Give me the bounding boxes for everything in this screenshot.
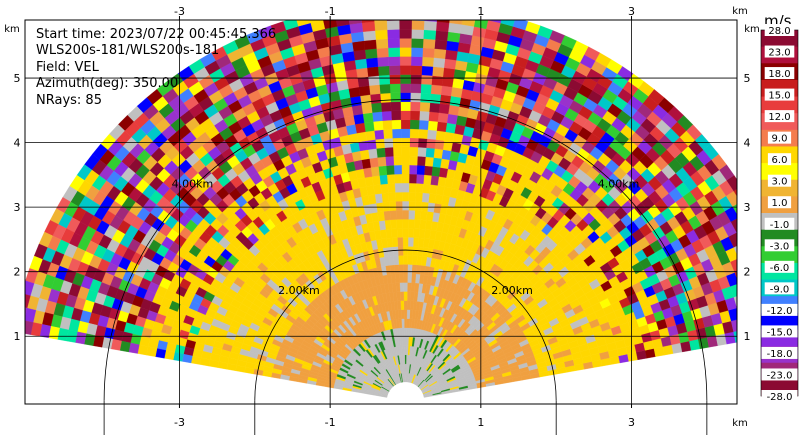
range-ring-label: 2.00km <box>278 284 320 297</box>
x-tick-label-bottom: -1 <box>325 416 336 429</box>
range-ring <box>254 249 557 401</box>
y-tick-label-left: 2 <box>14 266 21 279</box>
colorbar-tick-label: -9.0 <box>770 284 790 295</box>
colorbar-label-bg <box>764 217 795 230</box>
x-tick-label-bottom: 1 <box>477 416 484 429</box>
colorbar-swatch <box>761 96 798 114</box>
info-box: Start time: 2023/07/22 00:45:45.366 WLS2… <box>36 27 276 108</box>
colorbar-tick-label: -12.0 <box>767 306 793 317</box>
y-tick-label-right: 5 <box>744 72 751 85</box>
colorbar-tick-label: -15.0 <box>767 327 793 338</box>
colorbar: m/s 28.023.018.015.012.09.06.03.01.0-1.0… <box>760 12 799 403</box>
colorbar-label-bg <box>764 67 795 80</box>
colorbar-tick-label: 3.0 <box>772 177 788 188</box>
colorbar-tick-label: -28.0 <box>767 392 793 403</box>
info-line-nrays: NRays: 85 <box>36 93 102 108</box>
info-line-field: Field: VEL <box>36 60 100 75</box>
x-tick-label-top: 3 <box>628 5 635 18</box>
x-unit-label-top: km <box>732 6 748 17</box>
colorbar-label-bg <box>761 368 798 381</box>
plot-frame <box>24 19 738 405</box>
colorbar-label-bg <box>761 303 798 316</box>
colorbar-label-bg <box>767 131 792 144</box>
range-ring-label: 2.00km <box>491 284 533 297</box>
range-rings: 2.00km 2.00km 4.00km 4.00km <box>103 99 708 435</box>
y-tick-label-left: 4 <box>14 137 21 150</box>
x-tick-label-top: -1 <box>325 5 336 18</box>
y-tick-label-right: 4 <box>744 137 751 150</box>
colorbar-tick-label: -3.0 <box>770 241 790 252</box>
x-tick-label-top: -3 <box>174 5 185 18</box>
colorbar-tick-label: 1.0 <box>772 198 788 209</box>
y-unit-label-right: km <box>744 24 760 35</box>
colorbar-tick-label: 18.0 <box>768 69 790 80</box>
colorbar-label-bg <box>767 153 792 166</box>
y-tick-label-left: 3 <box>14 201 21 214</box>
colorbar-label-bg <box>767 174 792 187</box>
grid-lines <box>25 20 737 404</box>
y-tick-label-right: 3 <box>744 201 751 214</box>
range-ring-label: 4.00km <box>172 178 214 191</box>
axes: -3 -3 -1 -1 1 1 3 3 1 1 2 2 3 3 4 4 5 5 km km km km <box>4 5 760 429</box>
colorbar-tick-label: 6.0 <box>772 155 788 166</box>
x-tick-label-bottom: 3 <box>628 416 635 429</box>
colorbar-label-bg <box>767 196 792 209</box>
colorbar-tick-label: -23.0 <box>767 370 793 381</box>
info-line-start-time: Start time: 2023/07/22 00:45:45.366 <box>36 27 276 42</box>
sector-cells <box>25 20 737 398</box>
colorbar-label-bg <box>761 346 798 359</box>
y-tick-label-right: 1 <box>744 330 751 343</box>
colorbar-tick-label: 9.0 <box>772 134 788 145</box>
colorbar-tick-label: 23.0 <box>768 48 790 59</box>
colorbar-label-bg <box>764 24 795 36</box>
colorbar-label-bg <box>761 325 798 338</box>
colorbar-label-bg <box>761 390 798 402</box>
colorbar-tick-label: -6.0 <box>770 263 790 274</box>
range-ring-label: 4.00km <box>598 178 640 191</box>
x-tick-label-top: 1 <box>477 5 484 18</box>
y-tick-label-left: 5 <box>14 72 21 85</box>
colorbar-tick-label: -1.0 <box>770 220 790 231</box>
x-unit-label-bottom: km <box>732 418 748 429</box>
colorbar-label-bg <box>764 260 795 273</box>
colorbar-label-bg <box>764 110 795 123</box>
y-unit-label-left: km <box>4 24 20 35</box>
x-tick-label-bottom: -3 <box>174 416 185 429</box>
colorbar-label-bg <box>764 88 795 101</box>
info-line-azimuth: Azimuth(deg): 350.00 <box>36 76 178 91</box>
colorbar-label-bg <box>764 45 795 58</box>
colorbar-tick-label: 12.0 <box>768 112 790 123</box>
colorbar-label-bg <box>764 239 795 252</box>
y-tick-label-right: 2 <box>744 266 751 279</box>
y-tick-label-left: 1 <box>14 330 21 343</box>
colorbar-tick-label: 15.0 <box>768 91 790 102</box>
info-line-instrument: WLS200s-181/WLS200s-181 <box>36 43 219 58</box>
colorbar-tick-label: 28.0 <box>768 26 790 37</box>
velocity-sector <box>25 20 737 398</box>
colorbar-label-bg <box>764 282 795 295</box>
colorbar-tick-label: -18.0 <box>767 349 793 360</box>
